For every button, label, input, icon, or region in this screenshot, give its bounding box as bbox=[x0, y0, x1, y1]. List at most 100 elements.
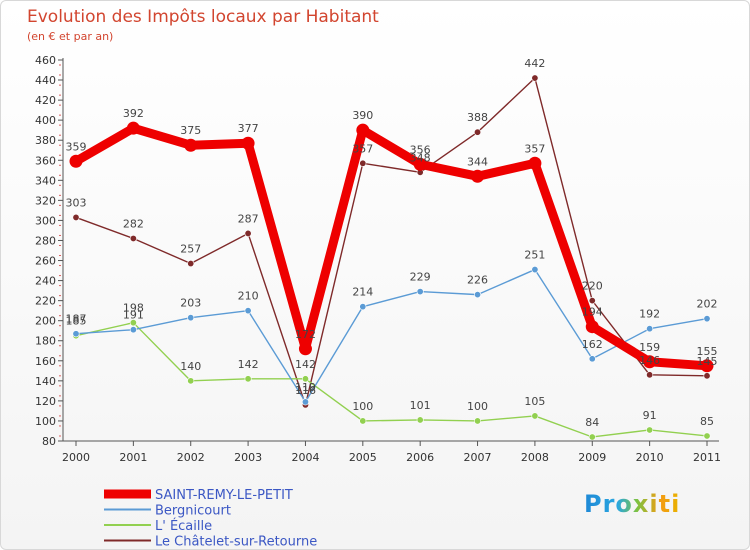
data-label-2: 84 bbox=[585, 416, 599, 429]
data-label-3: 220 bbox=[582, 280, 603, 293]
data-label-1: 203 bbox=[180, 297, 201, 310]
series-point-1 bbox=[703, 315, 711, 323]
y-tick-label: 460 bbox=[35, 54, 56, 67]
data-label-0: 377 bbox=[238, 122, 259, 135]
y-tick-label: 220 bbox=[35, 295, 56, 308]
y-tick-label: 260 bbox=[35, 255, 56, 268]
y-tick-label: 340 bbox=[35, 174, 56, 187]
series-point-1 bbox=[359, 303, 367, 311]
data-label-3: 145 bbox=[697, 355, 718, 368]
series-line-3 bbox=[75, 77, 708, 406]
y-tick-label: 180 bbox=[35, 335, 56, 348]
y-tick-label: 300 bbox=[35, 214, 56, 227]
y-tick-label: 120 bbox=[35, 395, 56, 408]
data-label-0: 172 bbox=[295, 328, 316, 341]
data-label-0: 392 bbox=[123, 107, 144, 120]
legend-label-3: Le Châtelet-sur-Retourne bbox=[155, 535, 317, 550]
x-tick-label: 2001 bbox=[119, 451, 147, 464]
data-label-1: 229 bbox=[410, 271, 431, 284]
series-point-2 bbox=[359, 417, 367, 425]
series-line-0 bbox=[71, 123, 712, 371]
chart-title: Evolution des Impôts locaux par Habitant bbox=[27, 7, 379, 27]
data-label-3: 257 bbox=[180, 243, 201, 256]
x-tick-label: 2002 bbox=[177, 451, 205, 464]
data-label-1: 251 bbox=[524, 249, 545, 262]
x-tick-label: 2005 bbox=[349, 451, 377, 464]
series-point-3 bbox=[244, 229, 252, 237]
data-label-1: 214 bbox=[352, 286, 373, 299]
series-point-1 bbox=[244, 307, 252, 315]
series-point-2 bbox=[187, 377, 195, 385]
series-point-2 bbox=[703, 432, 711, 440]
data-label-1: 202 bbox=[697, 298, 718, 311]
y-tick-label: 200 bbox=[35, 315, 56, 328]
series-point-3 bbox=[129, 234, 137, 242]
y-tick-label: 80 bbox=[42, 435, 56, 448]
data-label-2: 91 bbox=[643, 409, 657, 422]
series-line-1 bbox=[75, 268, 708, 403]
data-label-2: 100 bbox=[352, 400, 373, 413]
data-label-1: 226 bbox=[467, 274, 488, 287]
data-label-1: 187 bbox=[66, 313, 87, 326]
series-point-0 bbox=[528, 156, 542, 170]
series-point-1 bbox=[474, 291, 482, 299]
series-point-1 bbox=[588, 355, 596, 363]
x-tick-label: 2006 bbox=[406, 451, 434, 464]
data-label-1: 192 bbox=[639, 308, 660, 321]
series-point-1 bbox=[646, 325, 654, 333]
data-label-3: 348 bbox=[410, 151, 431, 164]
data-label-0: 375 bbox=[180, 124, 201, 137]
data-label-0: 357 bbox=[524, 142, 545, 155]
series-point-1 bbox=[531, 266, 539, 274]
data-label-3: 357 bbox=[352, 142, 373, 155]
data-label-2: 142 bbox=[295, 358, 316, 371]
chart-subtitle: (en € et par an) bbox=[27, 30, 113, 43]
series-point-2 bbox=[244, 375, 252, 383]
series-point-3 bbox=[703, 372, 711, 380]
series-point-2 bbox=[646, 426, 654, 434]
proxiti-logo: Proxiti bbox=[584, 490, 681, 518]
data-label-3: 287 bbox=[238, 212, 259, 225]
data-label-0: 159 bbox=[639, 341, 660, 354]
data-label-3: 146 bbox=[639, 354, 660, 367]
data-label-2: 198 bbox=[123, 302, 144, 315]
series-point-2 bbox=[531, 412, 539, 420]
x-tick-label: 2000 bbox=[62, 451, 90, 464]
series-layer bbox=[69, 74, 714, 441]
x-tick-label: 2011 bbox=[693, 451, 721, 464]
series-point-0 bbox=[643, 355, 657, 369]
data-label-2: 185 bbox=[66, 315, 87, 328]
series-point-1 bbox=[129, 326, 137, 334]
y-tick-label: 100 bbox=[35, 415, 56, 428]
data-label-1: 191 bbox=[123, 309, 144, 322]
data-label-1: 119 bbox=[295, 381, 316, 394]
series-point-3 bbox=[187, 260, 195, 268]
series-point-0 bbox=[241, 136, 255, 150]
series-point-3 bbox=[72, 213, 80, 221]
series-point-0 bbox=[356, 123, 370, 137]
x-tick-label: 2003 bbox=[234, 451, 262, 464]
y-tick-label: 440 bbox=[35, 74, 56, 87]
data-label-3: 388 bbox=[467, 111, 488, 124]
y-tick-label: 420 bbox=[35, 94, 56, 107]
data-label-2: 100 bbox=[467, 400, 488, 413]
data-label-2: 140 bbox=[180, 360, 201, 373]
data-label-0: 155 bbox=[697, 345, 718, 358]
x-tick-label: 2004 bbox=[291, 451, 319, 464]
series-point-2 bbox=[474, 417, 482, 425]
legend-label-1: Bergnicourt bbox=[155, 504, 231, 519]
x-tick-label: 2007 bbox=[464, 451, 492, 464]
legend-label-0: SAINT-REMY-LE-PETIT bbox=[155, 488, 293, 503]
series-point-1 bbox=[416, 288, 424, 296]
data-label-2: 101 bbox=[410, 399, 431, 412]
y-tick-label: 140 bbox=[35, 375, 56, 388]
data-label-2: 85 bbox=[700, 415, 714, 428]
axes: 80 100 120 140 160 180 200 220 240 260 280 300 320 34… bbox=[35, 54, 721, 464]
y-tick-label: 360 bbox=[35, 154, 56, 167]
data-label-1: 210 bbox=[238, 290, 259, 303]
data-label-3: 303 bbox=[66, 196, 87, 209]
series-point-3 bbox=[588, 297, 596, 305]
